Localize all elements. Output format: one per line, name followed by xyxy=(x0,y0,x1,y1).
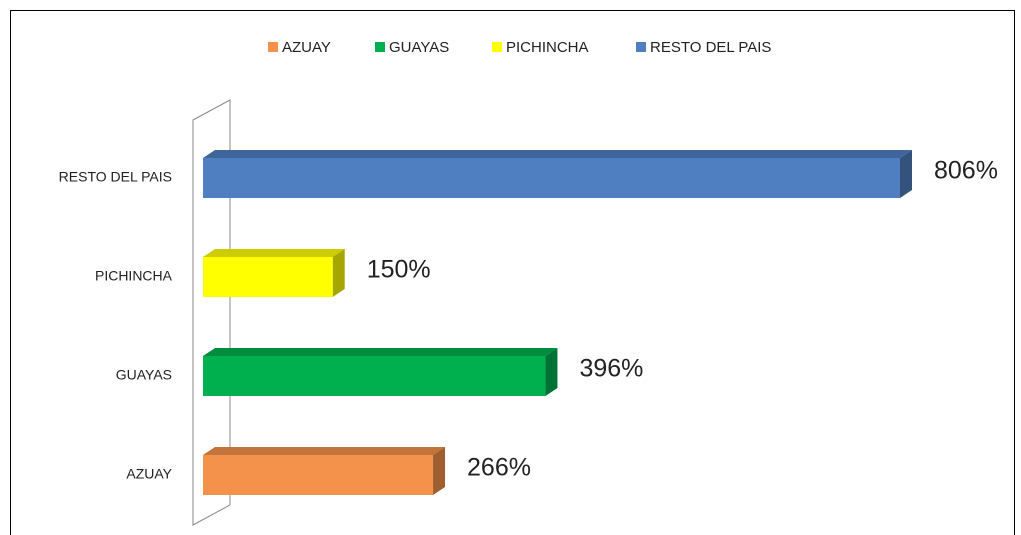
bar xyxy=(203,257,333,297)
bar xyxy=(203,356,546,396)
y-tick-label: RESTO DEL PAIS xyxy=(59,169,172,185)
chart-border xyxy=(10,10,1015,535)
bar-side xyxy=(900,150,912,198)
bar-top xyxy=(203,150,912,158)
legend-label: GUAYAS xyxy=(389,39,449,56)
bar-side xyxy=(332,249,345,297)
y-tick-label: GUAYAS xyxy=(116,367,172,383)
value-label: 396% xyxy=(579,355,643,383)
bar-side xyxy=(433,447,446,495)
bar-top xyxy=(203,447,446,455)
legend-swatch xyxy=(492,42,502,52)
bar-top xyxy=(203,348,558,356)
y-tick-label: PICHINCHA xyxy=(95,268,173,284)
y-tick-label: AZUAY xyxy=(126,466,172,482)
legend-label: PICHINCHA xyxy=(506,39,589,56)
bar-side xyxy=(545,348,558,396)
legend-label: AZUAY xyxy=(282,39,331,56)
bar xyxy=(203,158,900,198)
value-label: 806% xyxy=(934,157,998,185)
legend-swatch xyxy=(375,42,385,52)
bar-top xyxy=(203,249,345,257)
legend-swatch xyxy=(268,42,278,52)
axis-wall xyxy=(192,99,231,526)
value-label: 150% xyxy=(367,256,431,284)
legend-label: RESTO DEL PAIS xyxy=(650,39,771,56)
legend-swatch xyxy=(636,42,646,52)
value-label: 266% xyxy=(467,454,531,482)
bar xyxy=(203,455,434,495)
